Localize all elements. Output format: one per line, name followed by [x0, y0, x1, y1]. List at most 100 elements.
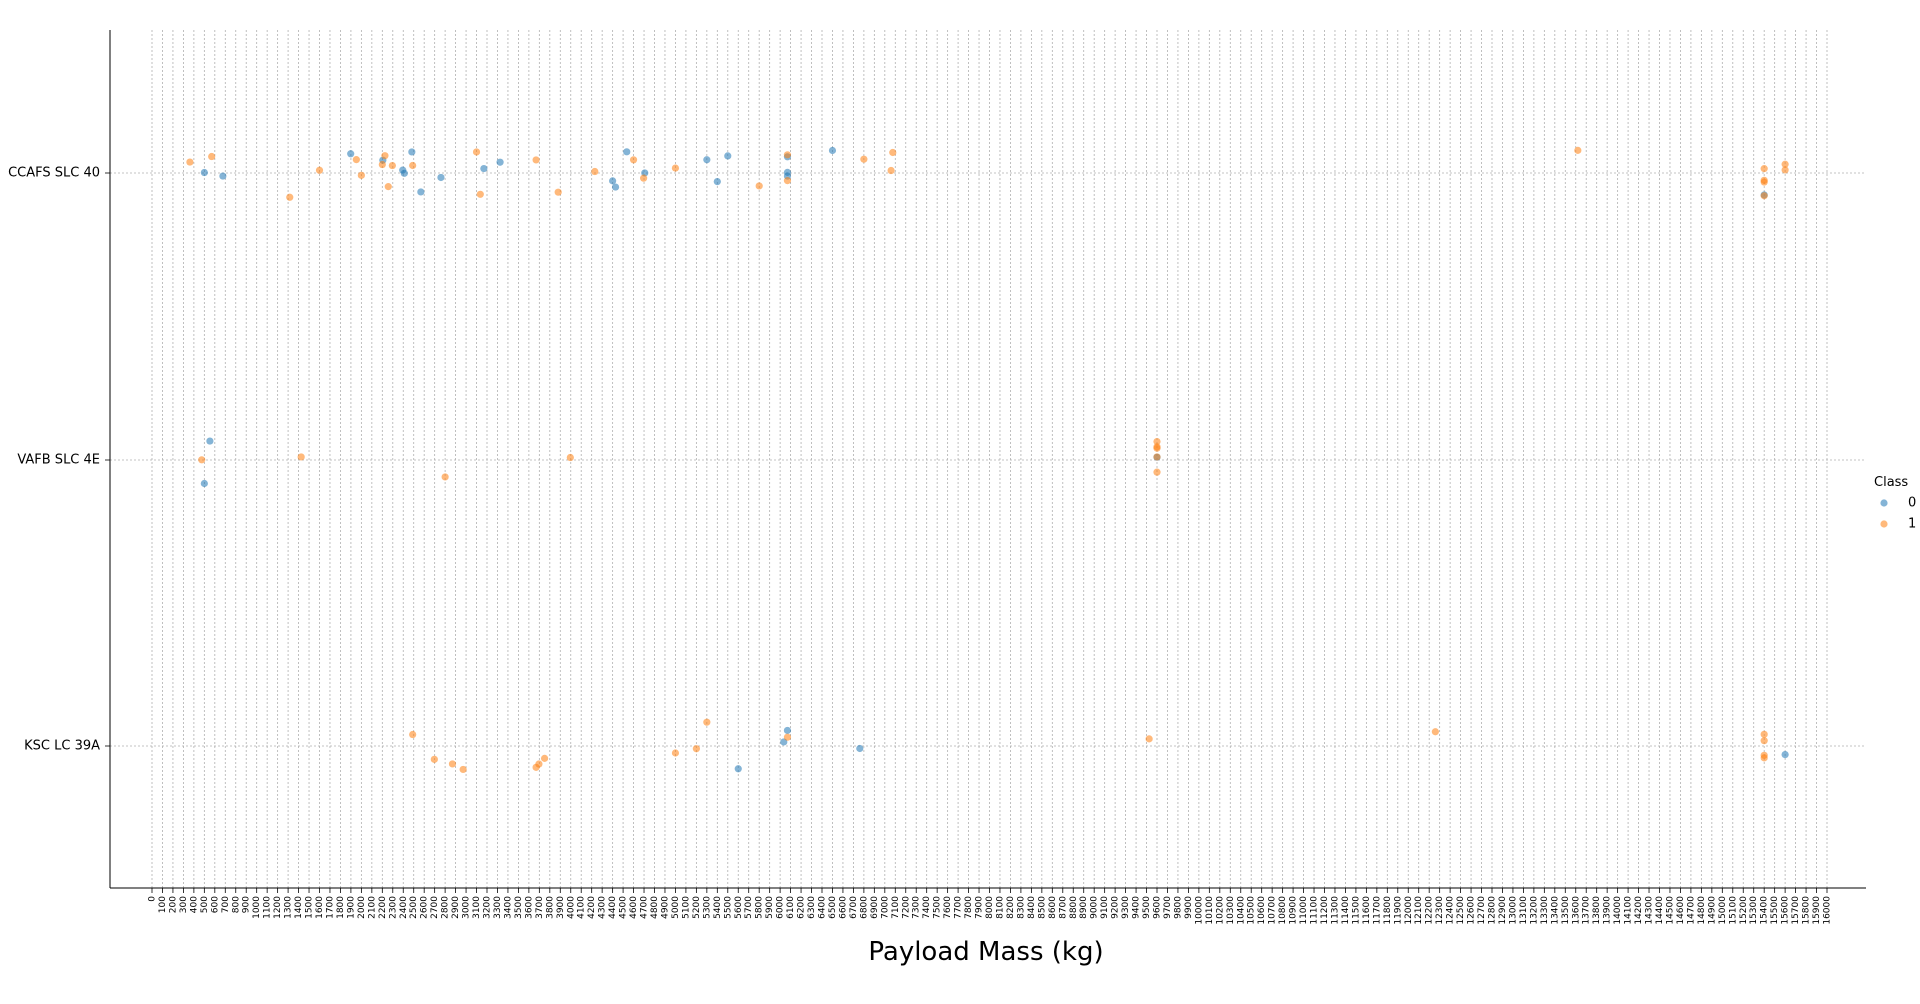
- x-tick-label: 11800: [1383, 896, 1393, 925]
- x-tick-label: 10600: [1257, 896, 1267, 925]
- data-point-class-1: [703, 718, 711, 726]
- data-point-class-1: [755, 182, 763, 190]
- data-point-class-1: [1153, 437, 1161, 446]
- x-tick-label: 3900: [556, 896, 566, 919]
- x-tick-label: 5300: [702, 896, 712, 919]
- data-point-class-1: [1760, 192, 1768, 200]
- x-tick-label: 2000: [357, 896, 367, 919]
- x-tick-label: 9700: [1163, 896, 1173, 919]
- data-point-class-1: [409, 161, 417, 170]
- x-tick-label: 1500: [305, 896, 315, 919]
- data-point-class-1: [448, 760, 457, 768]
- x-tick-label: 100: [158, 896, 168, 913]
- x-tick-label: 3200: [483, 896, 493, 919]
- x-tick-label: 15100: [1728, 896, 1738, 925]
- legend-title: Class: [1874, 475, 1908, 490]
- data-point-class-1: [409, 730, 417, 739]
- x-tick-label: 6100: [786, 896, 796, 919]
- x-tick-label: 13500: [1561, 896, 1571, 925]
- x-tick-label: 7800: [964, 896, 974, 919]
- x-tick-label: 5500: [723, 896, 733, 919]
- x-tick-label: 15300: [1749, 896, 1759, 925]
- x-tick-label: 14000: [1613, 896, 1623, 925]
- data-point-class-1: [591, 167, 599, 176]
- x-tick-label: 12400: [1446, 896, 1456, 925]
- x-tick-label: 4000: [566, 896, 576, 919]
- x-tick-label: 3300: [493, 896, 503, 919]
- x-tick-label: 1700: [325, 896, 335, 919]
- legend-label: 0: [1908, 496, 1916, 511]
- data-point-class-0: [496, 158, 504, 166]
- x-tick-label: 5700: [744, 896, 754, 919]
- x-tick-label: 3800: [545, 896, 555, 919]
- data-point-class-1: [1760, 737, 1768, 745]
- x-tick-label: 2300: [388, 896, 398, 919]
- x-tick-label: 200: [168, 896, 178, 913]
- x-tick-label: 8100: [995, 896, 1005, 919]
- x-tick-label: 7200: [901, 896, 911, 919]
- x-tick-label: 12300: [1435, 896, 1445, 925]
- x-tick-label: 8700: [1058, 896, 1068, 919]
- data-point-class-0: [724, 152, 732, 160]
- x-tick-label: 8600: [1048, 896, 1058, 919]
- x-tick-label: 9100: [1100, 896, 1110, 919]
- data-point-class-0: [856, 744, 864, 753]
- data-point-class-0: [200, 168, 208, 177]
- data-point-class-0: [713, 177, 721, 186]
- x-tick-label: 15800: [1802, 896, 1812, 925]
- data-point-class-0: [219, 172, 227, 180]
- x-tick-label: 7000: [880, 896, 890, 919]
- data-point-class-1: [1145, 735, 1153, 743]
- x-tick-label: 9600: [1153, 896, 1163, 919]
- x-tick-label: 500: [200, 896, 210, 913]
- x-tick-label: 2900: [451, 896, 461, 919]
- x-tick-label: 11100: [1310, 896, 1320, 925]
- x-tick-label: 4700: [640, 896, 650, 919]
- x-tick-label: 15900: [1812, 896, 1822, 925]
- x-tick-label: 13200: [1529, 896, 1539, 925]
- x-tick-label: 10700: [1268, 896, 1278, 925]
- x-tick-label: 3500: [514, 896, 524, 919]
- x-tick-label: 4100: [577, 896, 587, 919]
- x-tick-label: 14900: [1707, 896, 1717, 925]
- x-tick-label: 13000: [1508, 896, 1518, 925]
- data-point-class-0: [417, 188, 425, 196]
- data-point-class-0: [623, 148, 631, 156]
- x-tick-label: 3000: [462, 896, 472, 919]
- x-tick-label: 9200: [1111, 896, 1121, 919]
- x-tick-label: 9300: [1121, 896, 1131, 919]
- x-tick-label: 15400: [1760, 896, 1770, 925]
- x-tick-label: 2200: [378, 896, 388, 919]
- data-points: [186, 146, 1789, 774]
- x-tick-label: 5100: [681, 896, 691, 919]
- data-point-class-0: [437, 173, 445, 182]
- y-tick-label: VAFB SLC 4E: [17, 453, 100, 468]
- x-tick-label: 14600: [1676, 896, 1686, 925]
- data-point-class-0: [734, 765, 742, 773]
- x-tick-label: 4200: [587, 896, 597, 919]
- x-tick-label: 11500: [1351, 896, 1361, 925]
- x-tick-label: 12200: [1425, 896, 1435, 925]
- data-point-class-0: [347, 150, 355, 158]
- x-tick-label: 13600: [1571, 896, 1581, 925]
- x-tick-label: 900: [242, 896, 252, 913]
- legend-marker: [1880, 499, 1888, 507]
- data-point-class-1: [540, 754, 549, 762]
- x-tick-label: 3700: [535, 896, 545, 919]
- data-point-class-1: [1431, 728, 1439, 736]
- data-point-class-1: [887, 166, 895, 175]
- x-tick-label: 1900: [346, 896, 356, 919]
- x-tick-label: 12000: [1404, 896, 1414, 925]
- x-tick-label: 16000: [1823, 896, 1833, 925]
- data-point-class-1: [441, 473, 449, 481]
- x-tick-label: 5000: [671, 896, 681, 919]
- data-point-class-1: [860, 155, 868, 163]
- x-tick-label: 6200: [797, 896, 807, 919]
- x-tick-label: 13700: [1582, 896, 1592, 925]
- legend: Class 0 1: [1874, 475, 1916, 532]
- x-tick-label: 8200: [1006, 896, 1016, 919]
- x-tick-label: 5200: [692, 896, 702, 919]
- x-tick-label: 15200: [1739, 896, 1749, 925]
- x-tick-label: 800: [231, 896, 241, 913]
- x-tick-label: 9400: [1132, 896, 1142, 919]
